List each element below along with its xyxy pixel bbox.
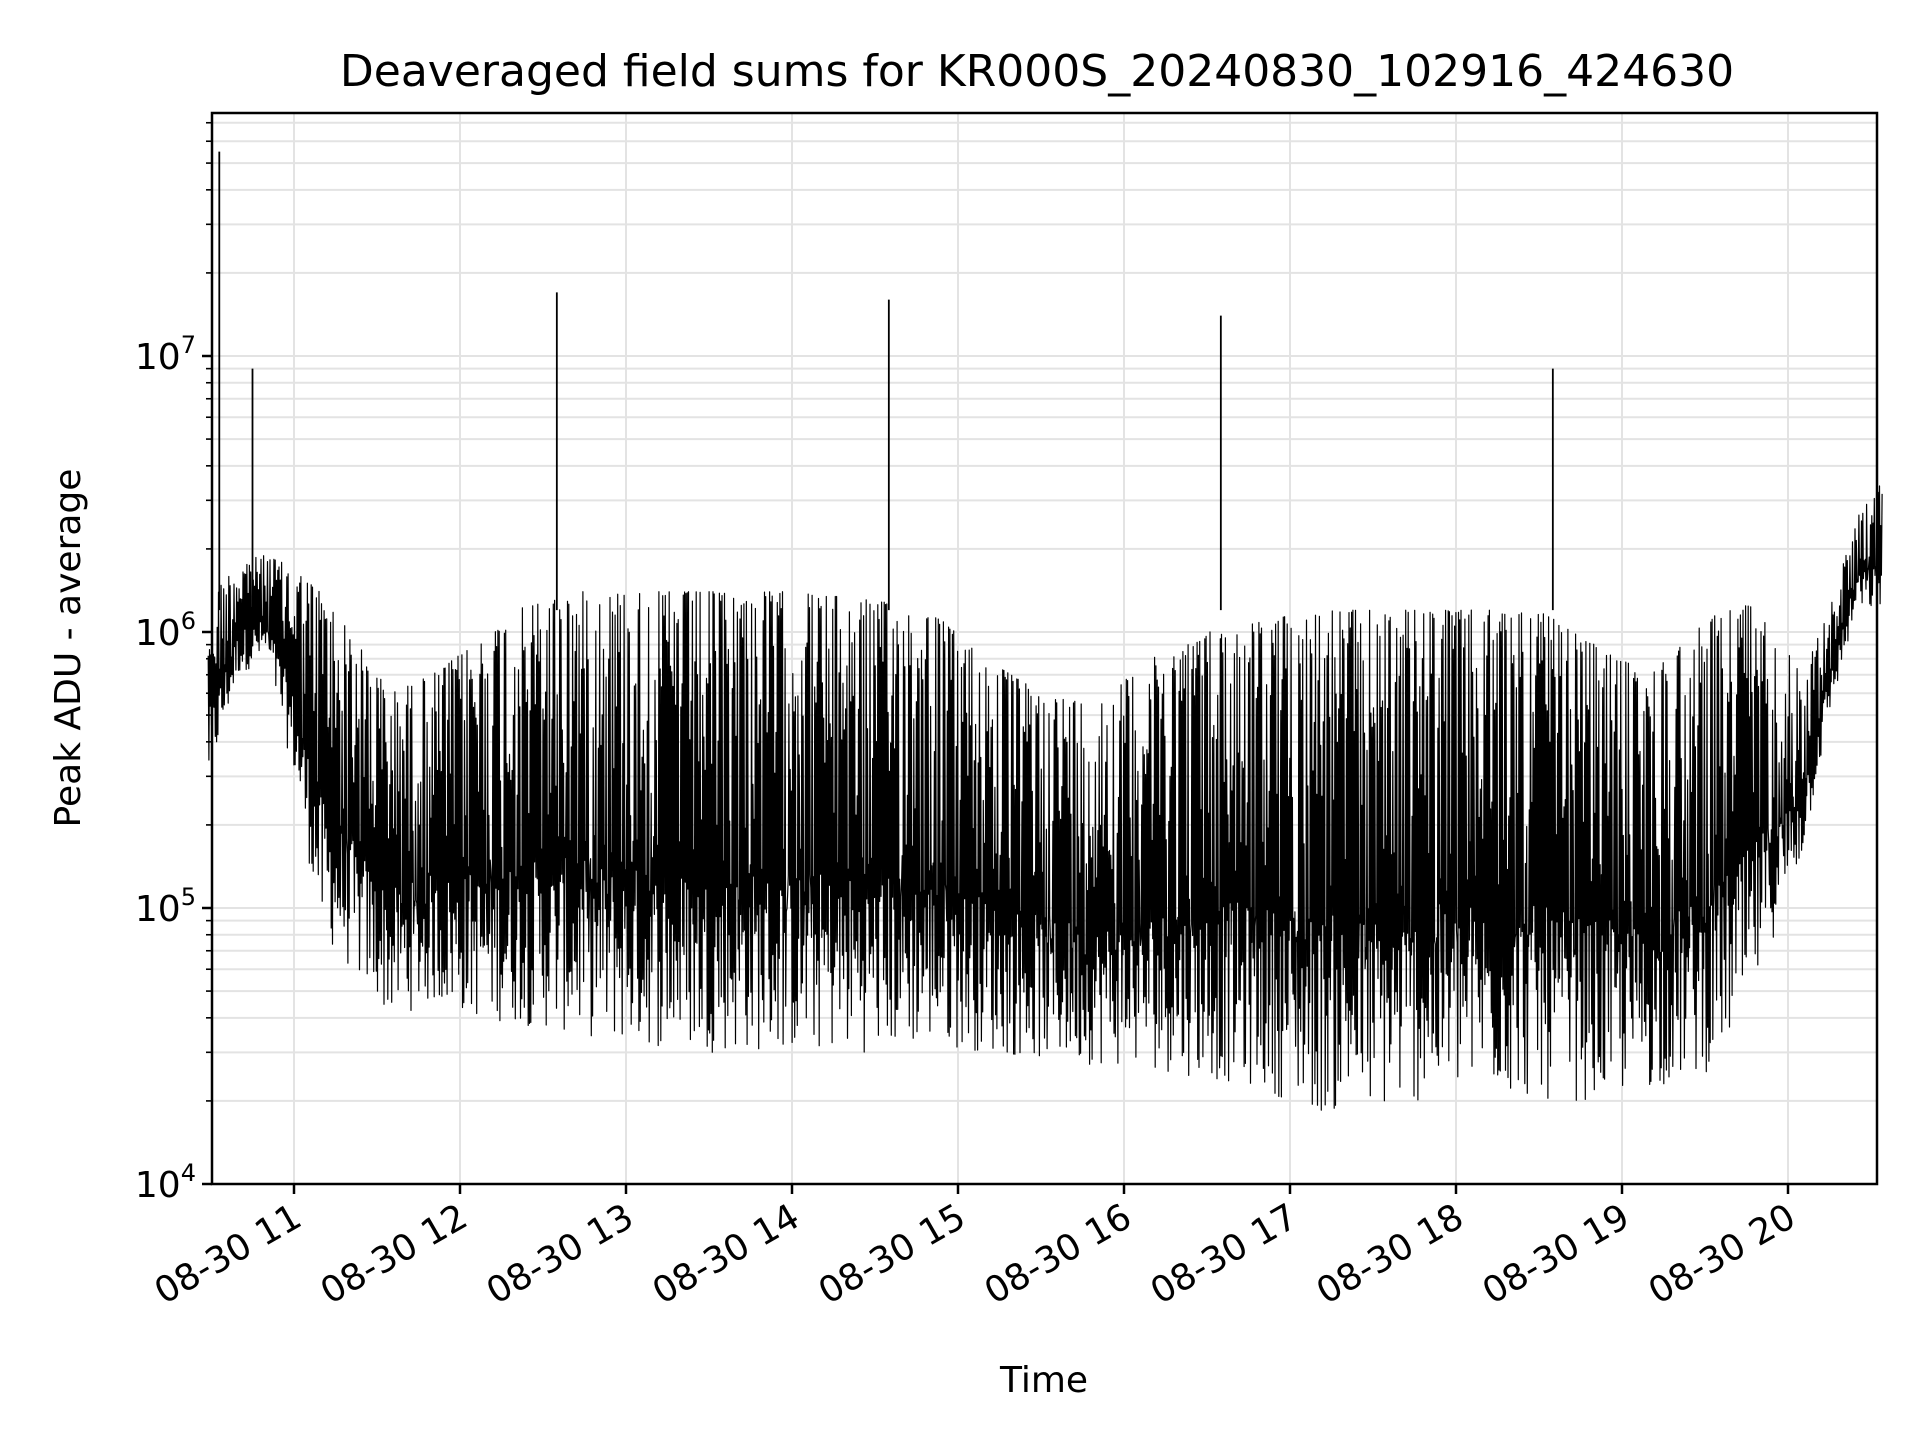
y-tick-labels: 104 105 106 107 (135, 331, 196, 1206)
y-tick-label: 104 (135, 1159, 196, 1206)
y-axis-label: Peak ADU - average (48, 469, 89, 828)
axis-ticks (202, 121, 1790, 1194)
y-tick-label: 107 (135, 331, 196, 378)
y-tick-label: 105 (135, 883, 196, 930)
series-line (207, 151, 1883, 1111)
chart-title: Deaveraged field sums for KR000S_2024083… (340, 46, 1734, 97)
y-tick-label: 106 (135, 607, 196, 654)
plot-frame (210, 111, 1879, 1186)
x-axis-label: Time (999, 1360, 1088, 1401)
series-trace (207, 485, 1883, 1111)
